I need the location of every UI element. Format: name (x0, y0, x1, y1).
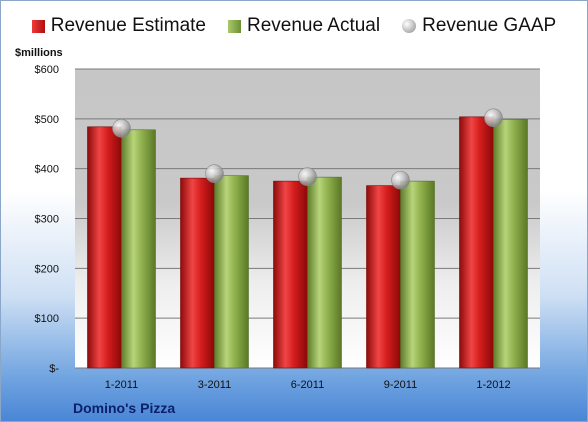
bar-revenue-estimate (180, 177, 215, 369)
x-tick-label: 1-2012 (476, 379, 510, 391)
bar-revenue-estimate (87, 126, 122, 369)
legend-label-revenue-gaap: Revenue GAAP (422, 15, 557, 36)
bar-revenue-actual (121, 129, 156, 369)
bar-revenue-actual (214, 175, 249, 369)
x-tick-label: 9-2011 (384, 379, 417, 391)
x-tick-label: 6-2011 (291, 379, 324, 391)
legend-label-revenue-estimate: Revenue Estimate (50, 15, 206, 36)
x-tick-label: 1-2011 (105, 379, 138, 391)
legend-swatch-revenue-actual (228, 19, 241, 33)
y-tick-label: $500 (35, 114, 59, 126)
legend-item-revenue-estimate: Revenue Estimate (31, 15, 206, 37)
bar-revenue-estimate (366, 185, 401, 369)
bar-revenue-estimate (273, 180, 308, 369)
marker-revenue-gaap (391, 170, 410, 190)
y-tick-label: $600 (35, 64, 59, 76)
y-tick-label: $- (49, 363, 59, 375)
legend-swatch-revenue-gaap (402, 19, 417, 33)
y-tick-label: $300 (35, 214, 59, 226)
marker-revenue-gaap (298, 167, 317, 186)
marker-revenue-gaap (484, 108, 503, 128)
bar-revenue-actual (493, 119, 528, 369)
marker-revenue-gaap (112, 119, 131, 138)
y-axis-unit-label: $millions (15, 47, 63, 59)
legend-item-revenue-gaap: Revenue GAAP (402, 15, 556, 37)
legend-item-revenue-actual: Revenue Actual (228, 15, 380, 37)
legend: Revenue Estimate Revenue Actual Revenue … (1, 15, 587, 37)
y-tick-label: $200 (35, 263, 59, 275)
y-tick-label: $400 (35, 164, 59, 176)
legend-swatch-revenue-estimate (31, 19, 45, 33)
x-tick-label: 3-2011 (198, 379, 231, 391)
bar-revenue-actual (307, 176, 342, 369)
legend-label-revenue-actual: Revenue Actual (247, 15, 381, 36)
company-name: Domino's Pizza (73, 400, 176, 416)
y-tick-label: $100 (35, 313, 59, 325)
bar-revenue-estimate (459, 116, 494, 369)
marker-revenue-gaap (205, 164, 224, 183)
bar-revenue-actual (400, 180, 435, 369)
